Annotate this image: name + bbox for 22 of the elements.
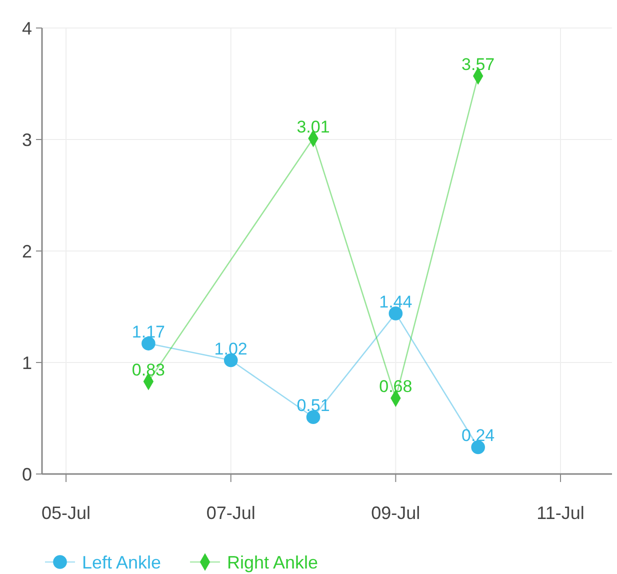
- data-label: 0.51: [296, 396, 330, 416]
- y-tick-label: 2: [22, 241, 32, 262]
- legend-label: Right Ankle: [227, 552, 318, 572]
- point: [388, 306, 403, 320]
- data-label: 3.01: [296, 117, 330, 136]
- data-label: 0.68: [379, 377, 412, 396]
- data-label: 0.83: [132, 360, 165, 380]
- data-label: 1.17: [132, 322, 165, 342]
- x-tick-label: 11-Jul: [536, 503, 584, 523]
- y-tick-label: 0: [22, 464, 32, 484]
- data-label: 1.02: [214, 339, 248, 358]
- x-tick-label: 09-Jul: [371, 503, 420, 523]
- y-tick-label: 4: [22, 18, 32, 38]
- y-tick-label: 3: [22, 130, 32, 150]
- x-tick-label: 05-Jul: [42, 503, 91, 523]
- data-label: 1.44: [379, 292, 412, 312]
- y-tick-label: 1: [22, 352, 32, 373]
- data-label: 0.24: [462, 426, 495, 446]
- point: [142, 336, 156, 350]
- data-label: 3.57: [462, 54, 495, 74]
- x-tick-label: 07-Jul: [206, 503, 256, 523]
- legend-label: Left Ankle: [82, 552, 162, 572]
